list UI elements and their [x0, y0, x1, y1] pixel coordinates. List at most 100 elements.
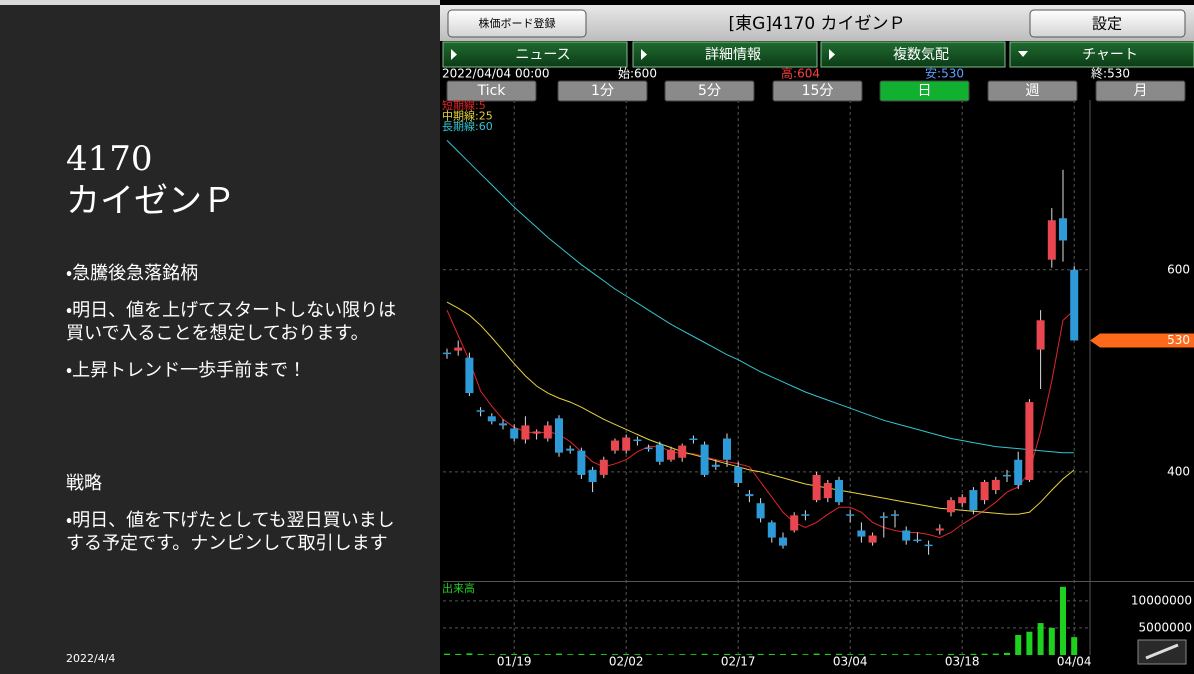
volume-bar — [500, 654, 506, 655]
candle-body — [678, 445, 687, 458]
volume-bar — [1015, 634, 1022, 655]
volume-tick-label: 10000000 — [1131, 593, 1192, 607]
y-tick-label: 600 — [1167, 262, 1190, 276]
candle-body — [588, 469, 597, 482]
candle-body — [857, 530, 866, 537]
volume-bar — [1060, 586, 1066, 655]
candle-body — [543, 425, 552, 439]
candle-body — [499, 423, 507, 426]
volume-bar — [556, 653, 562, 655]
volume-bar — [623, 653, 630, 655]
candle-body — [879, 516, 888, 518]
candle-body — [790, 515, 799, 531]
candle-body — [521, 425, 530, 440]
period-label: 日 — [918, 83, 932, 99]
candle-body — [924, 544, 933, 547]
volume-bar — [656, 654, 663, 655]
candle-body — [969, 490, 978, 511]
volume-bar — [768, 653, 775, 655]
tab-label: 詳細情報 — [705, 47, 761, 63]
candle-body — [1014, 459, 1023, 486]
tab-label: ニュース — [515, 47, 570, 63]
top-strip — [0, 0, 440, 5]
info-close: 終:530 — [1091, 66, 1130, 81]
draw-tool[interactable] — [1137, 639, 1187, 665]
period-button[interactable] — [446, 80, 537, 102]
x-tick-label: 01/19 — [497, 655, 532, 669]
point: ・急騰後急落銘柄 — [66, 263, 199, 284]
volume-bar — [791, 653, 798, 655]
register-button[interactable] — [447, 9, 587, 38]
stock-name: カイゼンＰ — [66, 181, 236, 221]
volume-bar — [1037, 623, 1044, 655]
period-label: 1分 — [591, 83, 614, 99]
strategy-title: 戦略 — [66, 473, 102, 494]
period-button[interactable] — [1095, 80, 1186, 102]
draw-tool-icon — [1145, 643, 1179, 660]
period-label: 週 — [1026, 83, 1040, 99]
trading-app: 株価ボード登録 [東G]4170 カイゼンＰ 設定 ニュース 詳細情報 複数気配 チャ… — [440, 5, 1194, 669]
volume-bar — [444, 653, 450, 655]
candle-body — [689, 438, 698, 441]
candle-body — [812, 474, 821, 501]
volume-bar — [914, 654, 921, 655]
app-title: [東G]4170 カイゼンＰ — [728, 14, 905, 34]
candle-body — [947, 500, 955, 513]
candle-body — [1047, 220, 1056, 260]
points: ・急騰後急落銘柄 ・明日、値を上げてスタートしない限りは買いで入ることを想定して… — [66, 262, 402, 396]
tab[interactable] — [442, 41, 628, 68]
volume-bar — [690, 654, 697, 655]
volume-bar — [511, 653, 518, 655]
period-button[interactable] — [772, 80, 863, 102]
info-datetime: 2022/04/04 00:00 — [442, 67, 550, 81]
candle-body — [835, 479, 843, 503]
slide-panel: 4170 カイゼンＰ ・急騰後急落銘柄 ・明日、値を上げてスタートしない限りは買… — [0, 0, 440, 674]
period-button[interactable] — [879, 80, 970, 102]
period-button[interactable] — [664, 80, 755, 102]
volume-bar — [600, 654, 607, 655]
volume-bar — [645, 654, 652, 655]
candle-body — [767, 522, 776, 538]
volume-bar — [679, 654, 686, 655]
volume-bar — [959, 654, 966, 655]
candle-body — [443, 352, 451, 355]
moving-average-line — [446, 301, 1075, 515]
tab[interactable] — [1009, 41, 1194, 68]
period-button[interactable] — [987, 80, 1078, 102]
last-price-label: 530 — [1167, 333, 1190, 347]
x-tick-label: 02/02 — [609, 655, 644, 669]
candle-body — [958, 497, 967, 504]
candle-body — [633, 439, 642, 442]
period-button[interactable] — [557, 80, 648, 102]
candle-body — [566, 448, 575, 451]
candle-body — [1025, 402, 1034, 480]
tab[interactable] — [820, 41, 1006, 68]
register-button-label: 株価ボード登録 — [479, 16, 556, 30]
info-low: 安:530 — [925, 67, 964, 81]
volume-bar — [802, 654, 809, 655]
candle-body — [555, 418, 563, 453]
x-tick-label: 04/04 — [1057, 655, 1092, 669]
volume-bar — [780, 654, 786, 655]
candle-body — [465, 357, 474, 394]
candle-body — [756, 503, 765, 519]
volume-bar — [757, 653, 764, 655]
volume-bar — [712, 654, 719, 655]
tab-arrow — [641, 49, 647, 60]
volume-bar — [1048, 627, 1055, 655]
x-tick-label: 02/17 — [721, 655, 756, 669]
volume-bar — [925, 654, 932, 655]
settings-button[interactable] — [1029, 9, 1186, 38]
legend-entry: 長期線:60 — [442, 120, 493, 133]
candle-body — [801, 514, 810, 516]
info-high: 高:604 — [781, 67, 820, 81]
volume-bar — [735, 654, 742, 655]
candle-body — [1036, 320, 1045, 350]
volume-bar — [634, 654, 641, 655]
tab[interactable] — [632, 41, 818, 68]
stock-heading: 4170 カイゼンＰ — [66, 138, 236, 222]
volume-bar — [880, 654, 887, 655]
candle-body — [599, 459, 608, 475]
volume-bar — [936, 654, 943, 655]
